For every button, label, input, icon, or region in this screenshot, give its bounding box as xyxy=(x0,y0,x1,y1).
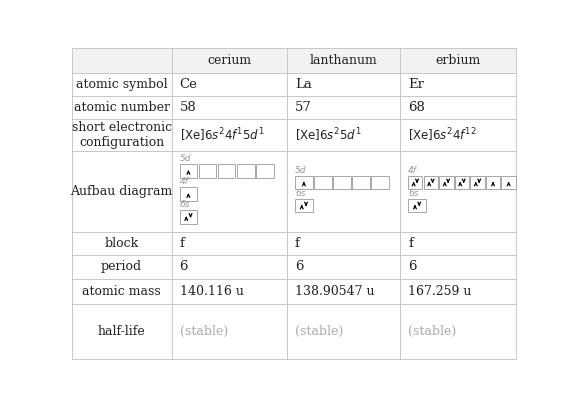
Bar xyxy=(371,176,389,189)
Text: short electronic
configuration: short electronic configuration xyxy=(72,121,172,149)
Bar xyxy=(72,73,171,96)
Text: atomic symbol: atomic symbol xyxy=(76,78,167,91)
Text: 68: 68 xyxy=(408,101,425,114)
Text: atomic mass: atomic mass xyxy=(82,285,161,298)
Text: (stable): (stable) xyxy=(179,325,228,338)
Bar xyxy=(333,176,351,189)
Text: 5d: 5d xyxy=(295,166,307,174)
Bar xyxy=(218,164,236,178)
Bar xyxy=(295,176,313,189)
Bar xyxy=(314,176,332,189)
Text: 6: 6 xyxy=(408,260,417,274)
Bar xyxy=(439,176,454,189)
Bar xyxy=(171,304,287,359)
Bar xyxy=(401,119,516,152)
Bar xyxy=(179,164,197,178)
Text: 57: 57 xyxy=(295,101,312,114)
Bar xyxy=(287,232,401,256)
Bar xyxy=(171,256,287,278)
Text: $[\mathrm{Xe}]6s^{2}5d^{1}$: $[\mathrm{Xe}]6s^{2}5d^{1}$ xyxy=(295,126,362,144)
Bar xyxy=(287,73,401,96)
Text: period: period xyxy=(101,260,142,274)
Text: 4f: 4f xyxy=(408,166,417,174)
Text: 6: 6 xyxy=(295,260,304,274)
Bar xyxy=(401,48,516,73)
Bar xyxy=(401,278,516,304)
Bar xyxy=(199,164,217,178)
Bar xyxy=(256,164,274,178)
Bar xyxy=(470,176,485,189)
Text: 58: 58 xyxy=(179,101,197,114)
Text: $[\mathrm{Xe}]6s^{2}4f^{1}5d^{1}$: $[\mathrm{Xe}]6s^{2}4f^{1}5d^{1}$ xyxy=(179,126,264,144)
Bar xyxy=(287,256,401,278)
Bar xyxy=(72,232,171,256)
Bar xyxy=(72,96,171,119)
Bar xyxy=(455,176,469,189)
Bar xyxy=(237,164,254,178)
Bar xyxy=(171,119,287,152)
Text: cerium: cerium xyxy=(207,54,252,67)
Bar xyxy=(401,96,516,119)
Bar xyxy=(287,152,401,232)
Bar xyxy=(72,278,171,304)
Bar xyxy=(501,176,516,189)
Bar xyxy=(171,96,287,119)
Text: (stable): (stable) xyxy=(408,325,457,338)
Bar xyxy=(72,48,171,73)
Text: 6s: 6s xyxy=(408,189,419,198)
Text: 6s: 6s xyxy=(295,189,305,198)
Text: Aufbau diagram: Aufbau diagram xyxy=(70,185,172,198)
Bar xyxy=(171,152,287,232)
Bar xyxy=(179,187,197,201)
Bar xyxy=(287,96,401,119)
Bar xyxy=(72,256,171,278)
Text: erbium: erbium xyxy=(435,54,481,67)
Bar xyxy=(72,152,171,232)
Text: f: f xyxy=(295,237,300,250)
Bar xyxy=(287,304,401,359)
Text: 6: 6 xyxy=(179,260,188,274)
Bar xyxy=(408,176,422,189)
Bar xyxy=(287,278,401,304)
Text: 4f: 4f xyxy=(179,177,189,186)
Bar xyxy=(179,210,197,224)
Text: half-life: half-life xyxy=(98,325,146,338)
Text: 5d: 5d xyxy=(179,154,191,163)
Bar xyxy=(424,176,438,189)
Bar xyxy=(401,152,516,232)
Text: 6s: 6s xyxy=(179,200,190,209)
Text: f: f xyxy=(408,237,413,250)
Text: lanthanum: lanthanum xyxy=(310,54,378,67)
Bar xyxy=(401,256,516,278)
Bar xyxy=(171,232,287,256)
Text: atomic number: atomic number xyxy=(73,101,170,114)
Text: block: block xyxy=(104,237,139,250)
Text: f: f xyxy=(179,237,185,250)
Bar xyxy=(401,73,516,96)
Text: 140.116 u: 140.116 u xyxy=(179,285,244,298)
Text: $[\mathrm{Xe}]6s^{2}4f^{12}$: $[\mathrm{Xe}]6s^{2}4f^{12}$ xyxy=(408,126,477,144)
Text: 138.90547 u: 138.90547 u xyxy=(295,285,375,298)
Text: Er: Er xyxy=(408,78,424,91)
Text: La: La xyxy=(295,78,312,91)
Bar xyxy=(352,176,370,189)
Bar xyxy=(171,48,287,73)
Bar xyxy=(287,48,401,73)
Bar xyxy=(408,199,426,212)
Bar xyxy=(72,119,171,152)
Text: (stable): (stable) xyxy=(295,325,343,338)
Bar xyxy=(486,176,500,189)
Bar xyxy=(171,73,287,96)
Bar xyxy=(401,304,516,359)
Bar xyxy=(72,304,171,359)
Bar xyxy=(401,232,516,256)
Text: Ce: Ce xyxy=(179,78,198,91)
Bar xyxy=(295,199,313,212)
Bar xyxy=(171,278,287,304)
Text: 167.259 u: 167.259 u xyxy=(408,285,472,298)
Bar xyxy=(287,119,401,152)
